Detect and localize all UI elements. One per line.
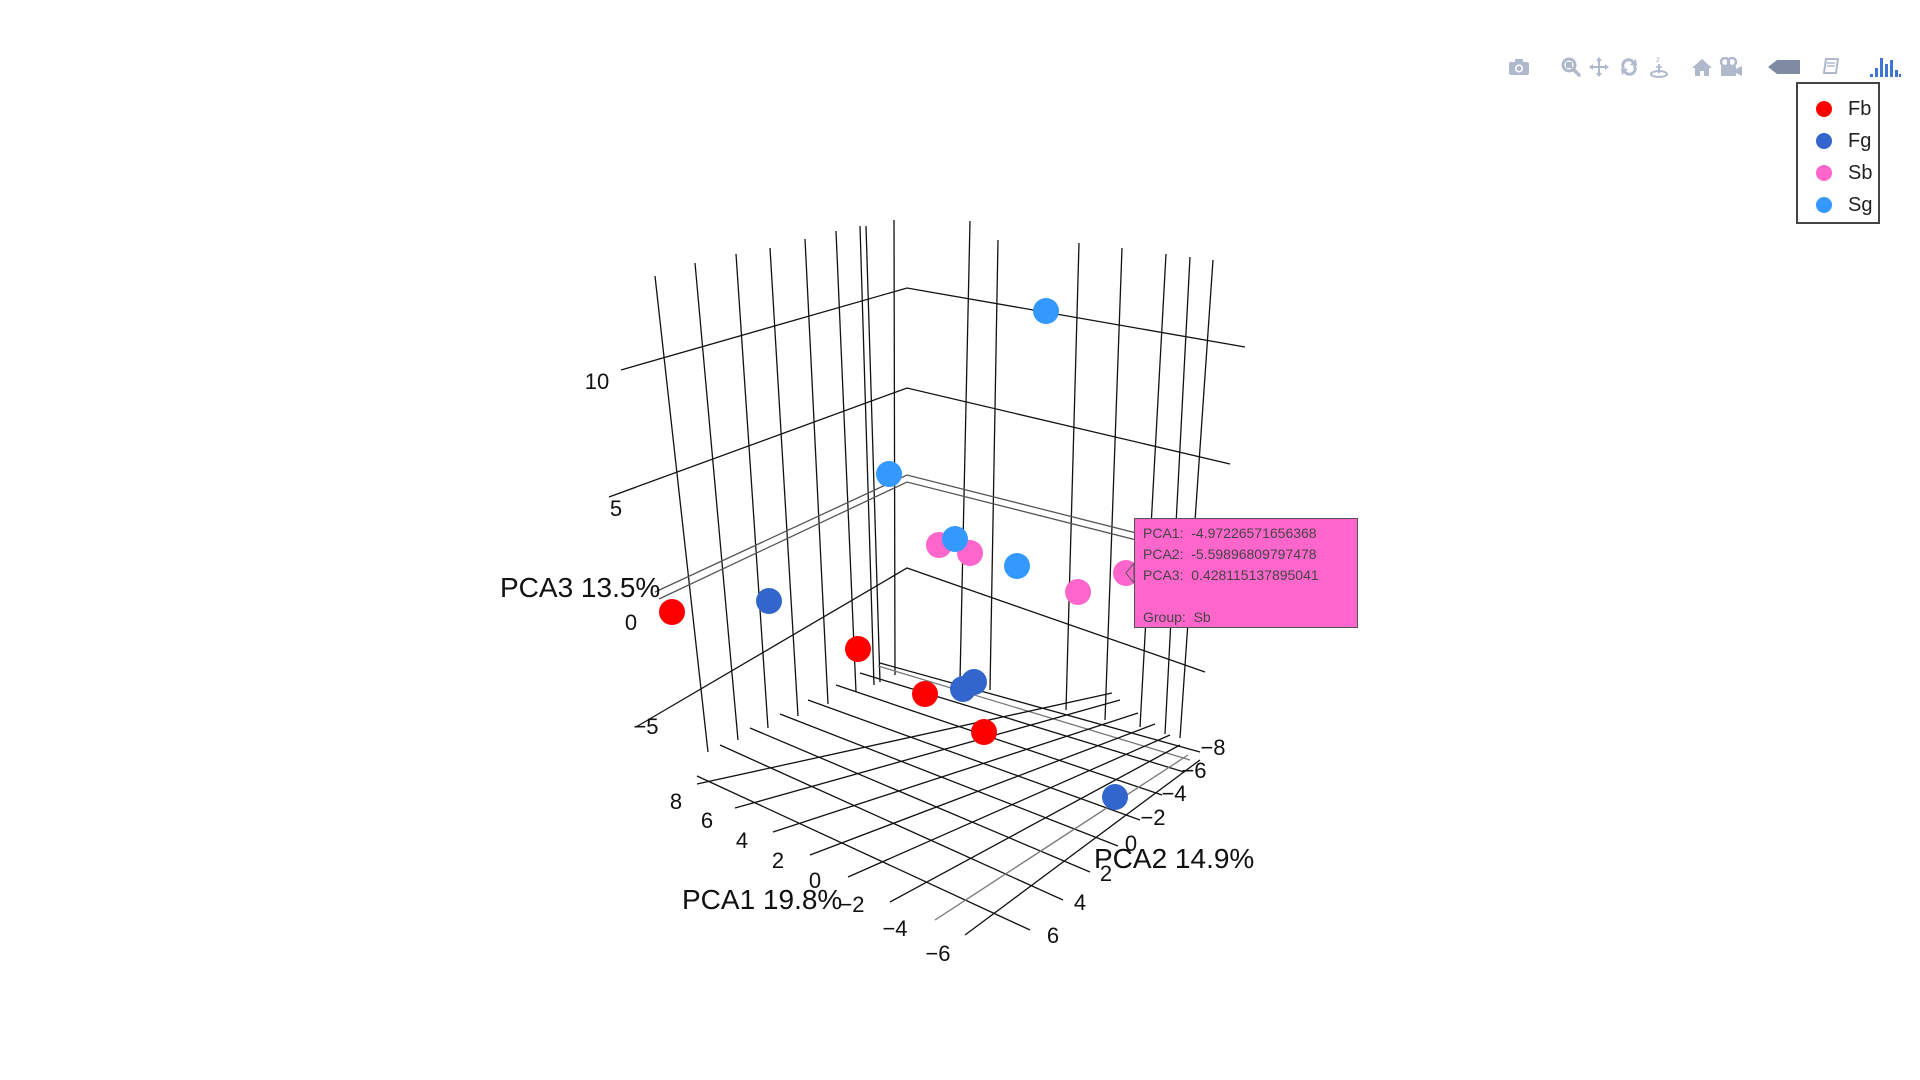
toggle-hover-button[interactable] (1766, 54, 1802, 80)
legend-marker-icon (1816, 101, 1832, 117)
y-tick: 2 (1100, 861, 1112, 886)
z-tick: 0 (625, 610, 637, 635)
zoom-icon (1561, 57, 1581, 77)
legend-marker-icon (1816, 133, 1832, 149)
data-point[interactable] (971, 719, 997, 745)
plotly-logo-link[interactable] (1868, 54, 1902, 80)
legend-item-sb[interactable]: Sb (1798, 161, 1882, 185)
orbit-icon (1621, 58, 1637, 76)
turntable-icon: z (1650, 55, 1668, 78)
legend: Fb Fg Sb Sg (1796, 82, 1880, 224)
data-point[interactable] (756, 588, 782, 614)
data-point[interactable] (961, 669, 987, 695)
turntable-rotation-button[interactable]: z (1644, 54, 1674, 80)
data-point[interactable] (1004, 553, 1030, 579)
zoom-button[interactable] (1558, 54, 1584, 80)
y-axis-ticks: −8 −6 −4 −2 0 2 4 6 (1047, 735, 1226, 948)
book-icon (1822, 58, 1840, 74)
compare-hover-button[interactable] (1820, 54, 1842, 80)
z-axis-ticks: 10 5 0 −5 (585, 369, 659, 739)
x-axis-title: PCA1 19.8% (682, 884, 842, 915)
tooltip-pca2: PCA2: -5.59896809797478 (1143, 546, 1317, 562)
y-tick: 4 (1074, 890, 1086, 915)
x-tick: −2 (839, 892, 864, 917)
download-png-button[interactable] (1506, 54, 1532, 80)
camera-icon (1509, 59, 1529, 75)
data-point[interactable] (659, 599, 685, 625)
y-axis-title: PCA2 14.9% (1094, 843, 1254, 874)
legend-label: Fg (1848, 129, 1872, 152)
tooltip-pca3: PCA3: 0.428115137895041 (1143, 567, 1319, 583)
data-point[interactable] (1033, 298, 1059, 324)
pan-button[interactable] (1584, 54, 1614, 80)
y-tick: −4 (1161, 781, 1186, 806)
grid-lines (608, 219, 1246, 936)
y-tick: −8 (1200, 735, 1225, 760)
pan-icon (1589, 57, 1609, 77)
legend-label: Fb (1848, 97, 1872, 120)
data-point[interactable] (876, 461, 902, 487)
x-tick: 8 (670, 789, 682, 814)
plotly-logo-icon (1870, 58, 1901, 77)
legend-item-fg[interactable]: Fg (1798, 129, 1882, 153)
data-point[interactable] (942, 526, 968, 552)
legend-item-sg[interactable]: Sg (1798, 193, 1882, 217)
series-fg[interactable] (756, 588, 1128, 810)
data-point[interactable] (1065, 579, 1091, 605)
tooltip-group: Group: Sb (1143, 609, 1211, 625)
legend-label: Sb (1848, 161, 1873, 184)
x-tick: −4 (882, 916, 907, 941)
y-tick: 6 (1047, 923, 1059, 948)
video-camera-icon (1719, 57, 1742, 76)
y-tick: −6 (1181, 758, 1206, 783)
reset-camera-default-button[interactable] (1688, 54, 1716, 80)
tooltip-spacer (1143, 586, 1349, 607)
z-axis-title: PCA3 13.5% (500, 572, 660, 603)
hover-tooltip: PCA1: -4.97226571656368 PCA2: -5.5989680… (1134, 518, 1358, 628)
series-fb[interactable] (659, 599, 997, 745)
z-tick: 5 (610, 496, 622, 521)
home-icon (1692, 59, 1712, 76)
x-tick: 2 (772, 848, 784, 873)
data-point[interactable] (1102, 784, 1128, 810)
x-tick: −6 (925, 941, 950, 966)
legend-marker-icon (1816, 197, 1832, 213)
legend-item-fb[interactable]: Fb (1798, 97, 1882, 121)
reset-camera-last-save-button[interactable] (1716, 54, 1746, 80)
x-axis-ticks: 8 6 4 2 0 −2 −4 −6 (670, 789, 951, 966)
y-tick: 0 (1125, 831, 1137, 856)
z-tick: 10 (585, 369, 609, 394)
svg-text:z: z (1656, 55, 1660, 64)
series-sg[interactable] (876, 298, 1059, 579)
modebar: z (1506, 54, 1902, 80)
z-tick: −5 (633, 714, 658, 739)
legend-marker-icon (1816, 165, 1832, 181)
tag-icon (1768, 60, 1800, 74)
data-point[interactable] (912, 681, 938, 707)
x-tick: 4 (736, 828, 748, 853)
legend-label: Sg (1848, 193, 1873, 216)
y-tick: −2 (1140, 805, 1165, 830)
tooltip-pca1: PCA1: -4.97226571656368 (1143, 525, 1317, 541)
x-tick: 0 (809, 868, 821, 893)
x-tick: 6 (701, 808, 713, 833)
orbit-rotation-button[interactable] (1614, 54, 1644, 80)
data-point[interactable] (845, 636, 871, 662)
